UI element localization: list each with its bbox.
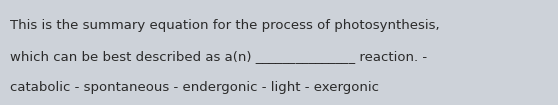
- Text: which can be best described as a(n) _______________ reaction. -: which can be best described as a(n) ____…: [10, 50, 427, 63]
- Text: This is the summary equation for the process of photosynthesis,: This is the summary equation for the pro…: [10, 19, 440, 32]
- Text: catabolic - spontaneous - endergonic - light - exergonic: catabolic - spontaneous - endergonic - l…: [10, 81, 379, 94]
